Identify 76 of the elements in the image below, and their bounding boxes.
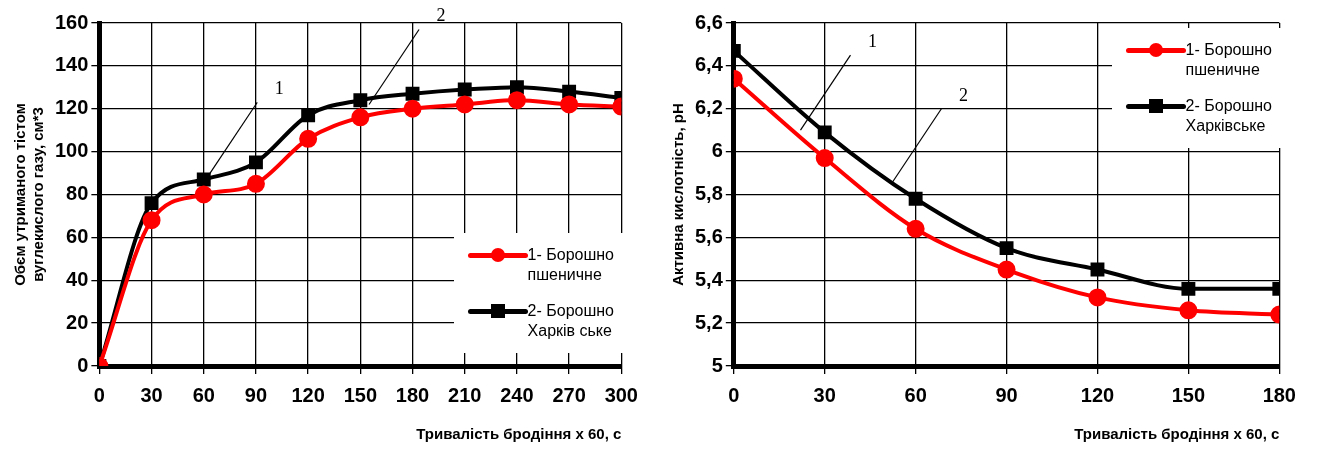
- point: [999, 241, 1014, 256]
- y-tick-label: 5,2: [694, 310, 723, 333]
- point: [815, 149, 834, 168]
- y-tick-label: 140: [54, 53, 89, 76]
- point: [194, 185, 213, 204]
- point: [301, 108, 316, 123]
- legend-label: 2- Борошно Харків ське: [527, 301, 614, 341]
- x-tick-label: 180: [395, 383, 430, 406]
- x-tick-label: 60: [192, 383, 215, 406]
- y-tick-label: 80: [66, 182, 89, 205]
- point: [509, 80, 524, 95]
- x-tick-label: 90: [244, 383, 268, 406]
- y-tick-label: 5: [711, 353, 723, 376]
- y-axis-title: Обєм утриманого тістом вуглекислого газу, см*3: [11, 103, 47, 286]
- x-tick-label: 30: [140, 383, 163, 406]
- x-tick-label: 270: [552, 383, 586, 406]
- y-tick-label: 100: [54, 139, 89, 162]
- annotation: 2: [958, 84, 968, 105]
- point: [353, 93, 368, 108]
- legend-label: 2- Борошно Харківське: [1185, 96, 1272, 136]
- point: [1179, 301, 1198, 320]
- point: [906, 219, 925, 238]
- point: [562, 84, 577, 99]
- annotation: 1: [867, 30, 877, 51]
- point: [1181, 281, 1196, 296]
- point: [1090, 262, 1105, 277]
- point: [249, 155, 263, 170]
- x-tick-label: 90: [995, 383, 1018, 406]
- y-tick-label: 20: [66, 310, 89, 333]
- x-tick-label: 180: [1262, 383, 1296, 406]
- x-tick-label: 210: [448, 383, 482, 406]
- y-tick-label: 5,6: [694, 224, 723, 247]
- x-tick-label: 240: [500, 383, 534, 406]
- y-tick-label: 6,4: [694, 53, 724, 76]
- point: [560, 95, 579, 114]
- x-axis-title: Тривалість бродіння х 60, с: [416, 425, 622, 443]
- point: [1088, 288, 1107, 307]
- legend-label: 1- Борошно пшеничне: [527, 245, 614, 285]
- y-tick-label: 120: [54, 96, 89, 119]
- point: [997, 260, 1016, 279]
- point: [403, 99, 422, 118]
- x-tick-label: 120: [1080, 383, 1115, 406]
- y-tick-label: 5,8: [694, 182, 723, 205]
- annotation: 1: [274, 78, 284, 99]
- x-tick-label: 150: [343, 383, 378, 406]
- point: [144, 196, 159, 211]
- point: [908, 191, 923, 206]
- point: [405, 86, 420, 101]
- y-tick-label: 6,6: [694, 10, 723, 33]
- x-tick-label: 0: [728, 383, 740, 406]
- x-axis-title: Тривалість бродіння х 60, с: [1074, 425, 1280, 443]
- y-axis-title: Активна кислотність, pH: [669, 103, 687, 286]
- y-tick-label: 5,4: [694, 267, 724, 290]
- point: [196, 172, 211, 187]
- x-tick-label: 150: [1171, 383, 1206, 406]
- x-tick-label: 60: [904, 383, 927, 406]
- point: [457, 82, 472, 97]
- y-tick-label: 6: [711, 139, 723, 162]
- annotation: 2: [436, 5, 446, 26]
- y-tick-label: 160: [54, 10, 89, 33]
- x-tick-label: 0: [93, 383, 105, 406]
- point: [142, 211, 161, 230]
- y-tick-label: 60: [66, 224, 89, 247]
- point: [351, 108, 370, 127]
- point: [507, 91, 526, 110]
- y-tick-label: 6,2: [694, 96, 723, 119]
- point: [455, 95, 474, 114]
- point: [817, 125, 832, 140]
- y-tick-label: 40: [66, 267, 89, 290]
- legend-label: 1- Борошно пшеничне: [1185, 40, 1272, 80]
- x-tick-label: 30: [813, 383, 836, 406]
- point: [299, 129, 318, 148]
- point: [246, 174, 265, 193]
- x-tick-label: 300: [604, 383, 638, 406]
- x-tick-label: 120: [291, 383, 325, 406]
- y-tick-label: 0: [77, 353, 89, 376]
